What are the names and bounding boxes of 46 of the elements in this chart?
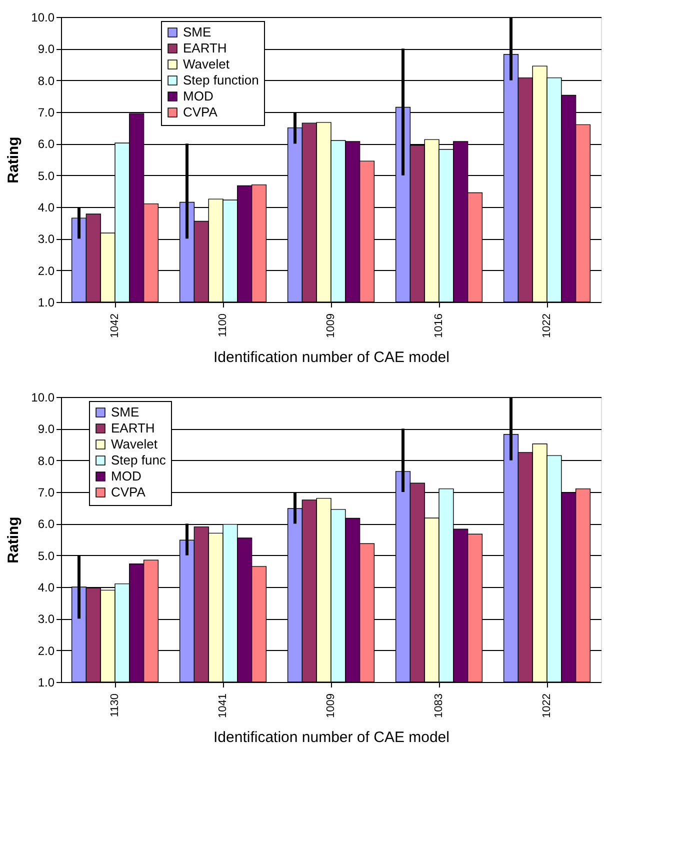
x-axis-title: Identification number of CAE model: [214, 728, 450, 746]
legend-label: SME: [111, 404, 140, 420]
y-tick-label: 9.0: [38, 42, 55, 56]
legend-label: CVPA: [111, 484, 146, 500]
y-tick-label: 1.0: [38, 296, 55, 310]
y-tick-label: 7.0: [38, 486, 55, 500]
x-tick-label: 1022: [541, 314, 553, 338]
x-tick-label: 1016: [433, 314, 445, 338]
legend-label: Step func: [111, 452, 166, 468]
legend-label: MOD: [183, 88, 214, 104]
y-tick-label: 3.0: [38, 232, 55, 246]
y-tick-label: 4.0: [38, 200, 55, 214]
y-tick-label: 1.0: [38, 676, 55, 690]
x-tick-label: 1100: [217, 314, 229, 338]
y-tick-label: 2.0: [38, 644, 55, 658]
y-tick-label: 5.0: [38, 168, 55, 183]
y-tick-label: 5.0: [38, 548, 55, 563]
legend-label: SME: [183, 24, 212, 40]
y-tick-label: 6.0: [38, 517, 55, 532]
y-axis-title: Rating: [5, 136, 22, 184]
y-tick-label: 10.0: [31, 10, 55, 24]
y-tick-label: 3.0: [38, 612, 55, 626]
y-tick-label: 4.0: [38, 580, 55, 594]
y-tick-label: 10.0: [31, 390, 55, 404]
y-axis-title: Rating: [5, 516, 22, 564]
legend-label: Wavelet: [183, 56, 230, 72]
x-tick-label: 1022: [541, 694, 553, 718]
y-tick-label: 2.0: [38, 264, 55, 278]
x-tick-label: 1083: [433, 694, 445, 718]
y-tick-label: 9.0: [38, 422, 55, 436]
legend-label: EARTH: [111, 420, 155, 436]
y-tick-label: 8.0: [38, 454, 55, 468]
x-tick-label: 1041: [217, 694, 229, 718]
legend-label: Step function: [183, 72, 259, 88]
x-tick-label: 1009: [325, 694, 337, 718]
legend-label: EARTH: [183, 40, 227, 56]
x-axis-title: Identification number of CAE model: [214, 348, 450, 366]
x-tick-label: 1009: [325, 314, 337, 338]
legend-label: MOD: [111, 468, 142, 484]
legend-label: CVPA: [183, 104, 218, 120]
x-tick-label: 1042: [109, 314, 121, 338]
x-tick-label: 1130: [109, 694, 121, 718]
y-tick-label: 6.0: [38, 137, 55, 152]
y-tick-label: 7.0: [38, 106, 55, 120]
legend-label: Wavelet: [111, 436, 158, 452]
y-tick-label: 8.0: [38, 74, 55, 88]
